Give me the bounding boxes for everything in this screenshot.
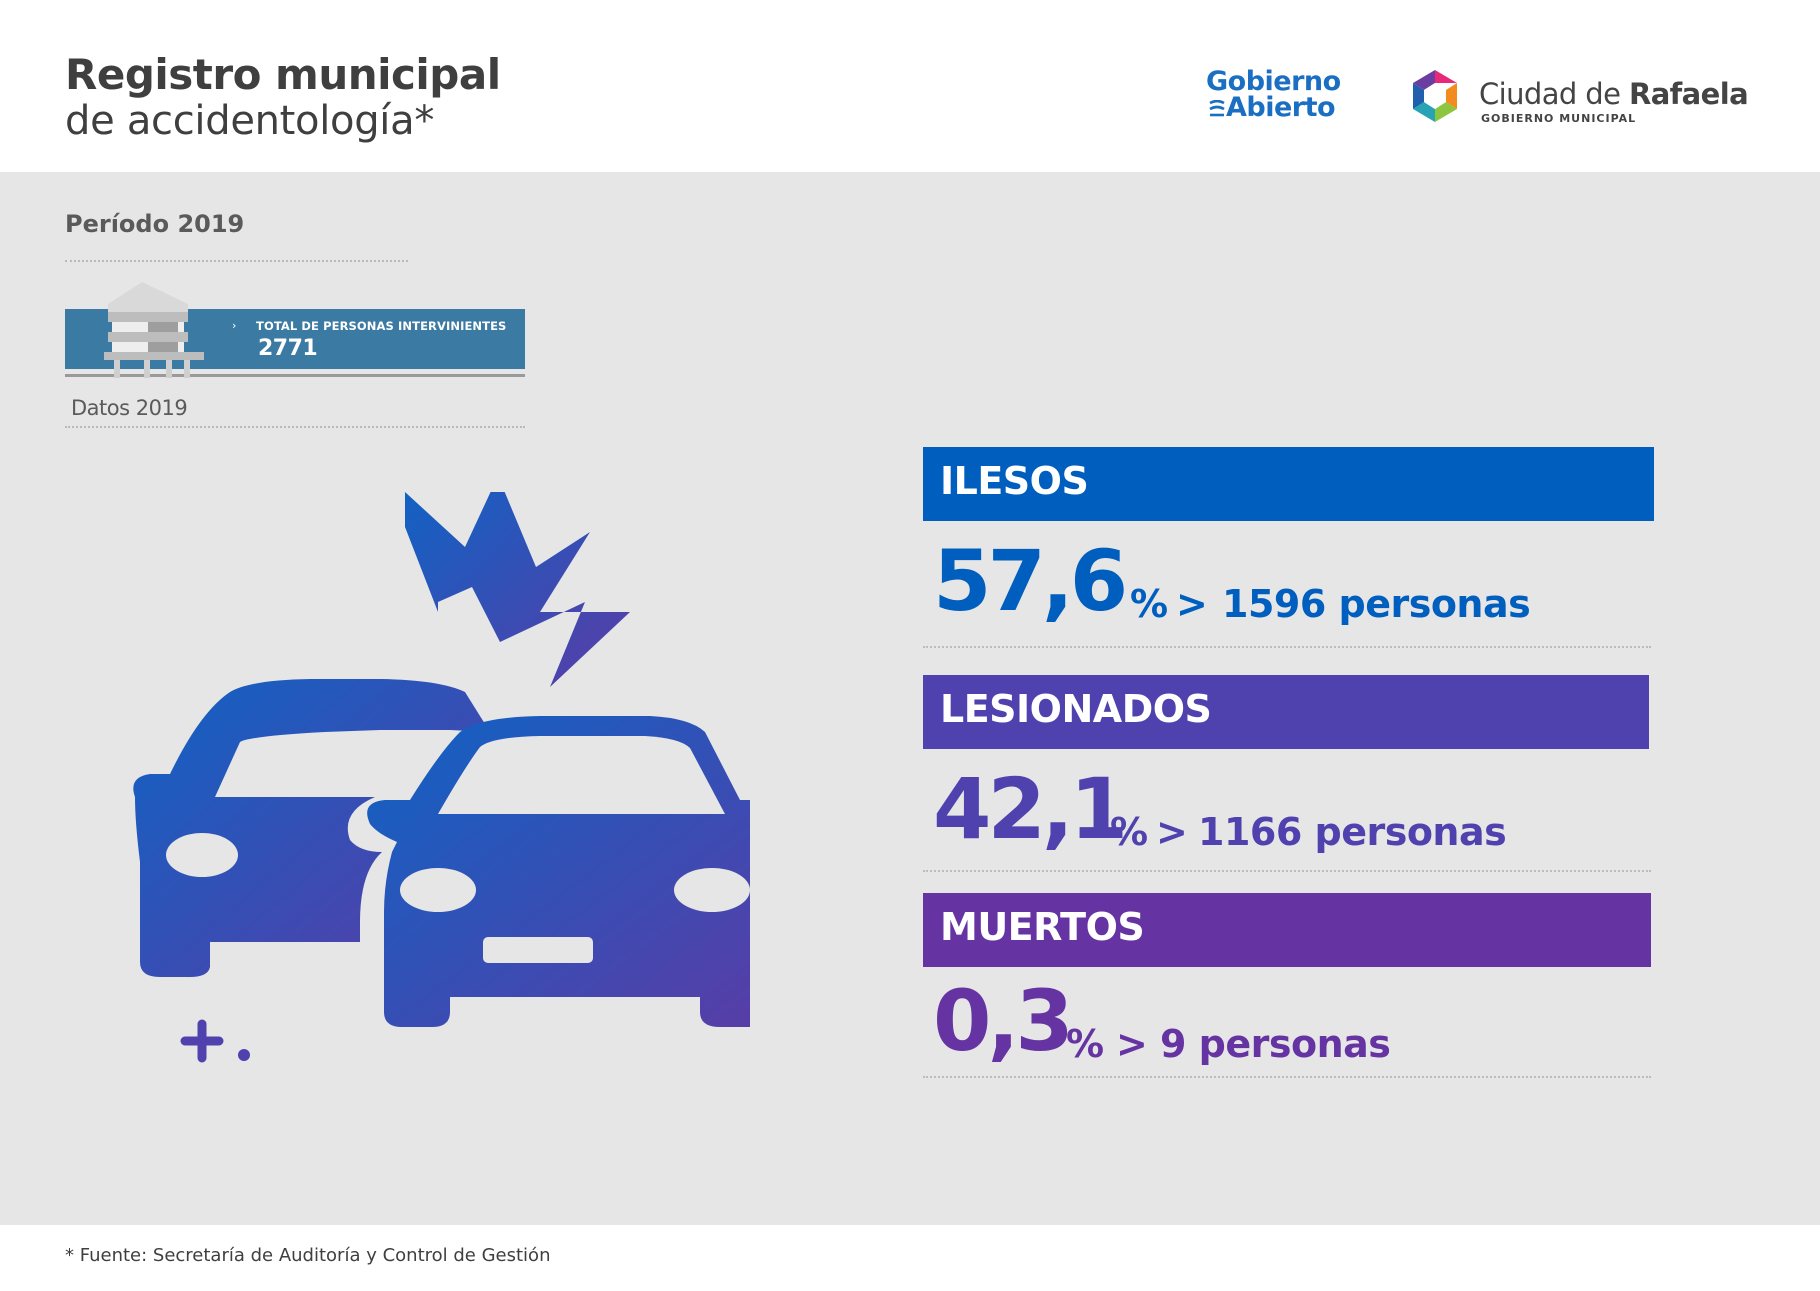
main-panel: Período 2019 › TOTAL DE PERSONAS INTERVI…: [0, 172, 1820, 1225]
period-label: Período 2019: [65, 210, 245, 238]
stat-label-lesionados: LESIONADOS: [940, 687, 1212, 731]
gobierno-abierto-logo[interactable]: Gobierno Abierto: [1204, 66, 1354, 126]
stat-arrow-lesionados: >: [1156, 810, 1188, 854]
gobierno-abierto-logo-line2: Abierto: [1226, 92, 1336, 123]
hexagon-logo-icon: [1413, 70, 1457, 122]
stat-people-muertos: 9 personas: [1160, 1022, 1391, 1066]
stat-band-muertos: MUERTOS: [923, 893, 1651, 967]
gobierno-abierto-logo-line1: Gobierno: [1206, 66, 1341, 97]
stat-percent-lesionados: 42,1: [933, 760, 1128, 858]
stat-percent-ilesos: 57,6: [933, 532, 1128, 630]
stat-percent-muertos: 0,3: [933, 972, 1074, 1070]
stat-arrow-muertos: >: [1116, 1022, 1148, 1066]
total-label: TOTAL DE PERSONAS INTERVINIENTES: [256, 319, 507, 333]
stat-band-ilesos: ILESOS: [923, 447, 1654, 521]
divider: [923, 1076, 1651, 1078]
stat-band-lesionados: LESIONADOS: [923, 675, 1649, 749]
car-crash-icon: [133, 492, 750, 1063]
stat-people-ilesos: 1596 personas: [1222, 582, 1531, 626]
stat-arrow-ilesos: >: [1176, 582, 1208, 626]
divider: [923, 646, 1651, 648]
ciudad-de-rafaela-logo-name: Ciudad de Rafaela: [1479, 77, 1749, 111]
divider: [65, 426, 525, 428]
building-icon: [104, 282, 204, 378]
total-underline: [65, 374, 525, 377]
divider: [65, 260, 408, 262]
stat-percent-sign-muertos: %: [1066, 1022, 1104, 1066]
stat-percent-sign-ilesos: %: [1130, 582, 1168, 626]
stat-label-muertos: MUERTOS: [940, 905, 1145, 949]
data-year-label: Datos 2019: [71, 396, 188, 420]
page-subtitle: de accidentología*: [65, 98, 435, 144]
ciudad-de-rafaela-logo[interactable]: Ciudad de Rafaela GOBIERNO MUNICIPAL: [1405, 66, 1749, 128]
stripes-icon: [1209, 100, 1225, 117]
footer-source: * Fuente: Secretaría de Auditoría y Cont…: [65, 1245, 551, 1266]
total-arrow: ›: [232, 319, 237, 332]
stat-people-lesionados: 1166 personas: [1198, 810, 1507, 854]
stat-label-ilesos: ILESOS: [940, 459, 1089, 503]
divider: [923, 870, 1651, 872]
page-title: Registro municipal: [65, 50, 501, 99]
ciudad-de-rafaela-logo-subtitle: GOBIERNO MUNICIPAL: [1481, 112, 1637, 125]
header: Registro municipal de accidentología* Go…: [0, 0, 1820, 172]
stat-percent-sign-lesionados: %: [1110, 810, 1148, 854]
total-value: 2771: [258, 336, 318, 361]
